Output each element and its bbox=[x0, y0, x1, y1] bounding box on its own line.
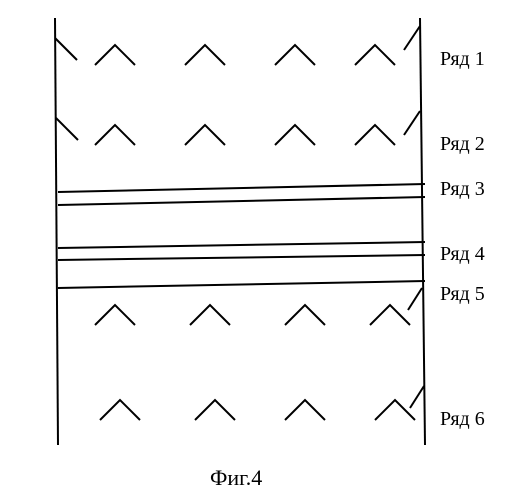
row-label: Ряд 3 bbox=[440, 178, 485, 200]
row-label: Ряд 2 bbox=[440, 133, 485, 155]
row-label: Ряд 4 bbox=[440, 243, 485, 265]
row-label: Ряд 5 bbox=[440, 283, 485, 305]
row-label: Ряд 1 bbox=[440, 48, 485, 70]
figure-caption: Фиг.4 bbox=[210, 465, 262, 490]
row-label: Ряд 6 bbox=[440, 408, 485, 430]
figure-background bbox=[0, 0, 515, 500]
